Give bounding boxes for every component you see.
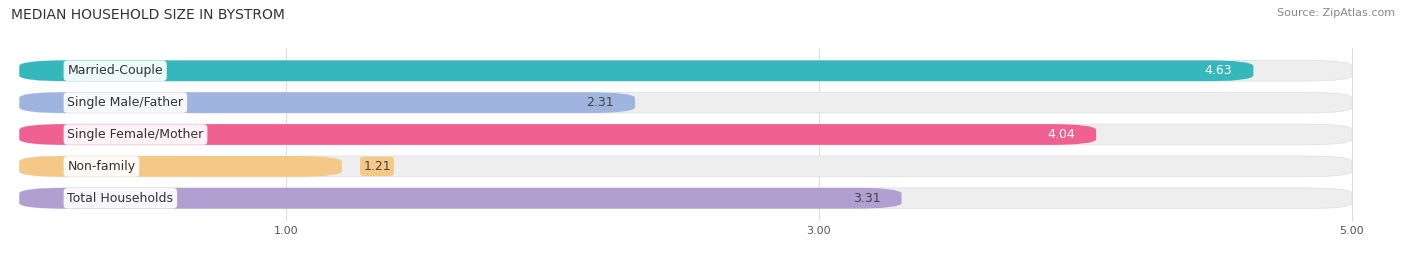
FancyBboxPatch shape bbox=[20, 92, 636, 113]
Text: 3.31: 3.31 bbox=[852, 192, 880, 205]
FancyBboxPatch shape bbox=[20, 188, 1353, 209]
Text: Single Female/Mother: Single Female/Mother bbox=[67, 128, 204, 141]
FancyBboxPatch shape bbox=[20, 60, 1353, 81]
Text: MEDIAN HOUSEHOLD SIZE IN BYSTROM: MEDIAN HOUSEHOLD SIZE IN BYSTROM bbox=[11, 8, 285, 22]
Text: 1.21: 1.21 bbox=[363, 160, 391, 173]
Text: 2.31: 2.31 bbox=[586, 96, 613, 109]
FancyBboxPatch shape bbox=[20, 92, 1353, 113]
Text: 4.63: 4.63 bbox=[1205, 64, 1232, 77]
FancyBboxPatch shape bbox=[20, 124, 1353, 145]
Text: Source: ZipAtlas.com: Source: ZipAtlas.com bbox=[1277, 8, 1395, 18]
Text: Single Male/Father: Single Male/Father bbox=[67, 96, 183, 109]
FancyBboxPatch shape bbox=[20, 60, 1253, 81]
FancyBboxPatch shape bbox=[20, 156, 342, 177]
Text: Married-Couple: Married-Couple bbox=[67, 64, 163, 77]
FancyBboxPatch shape bbox=[20, 188, 901, 209]
FancyBboxPatch shape bbox=[20, 156, 1353, 177]
Text: Total Households: Total Households bbox=[67, 192, 173, 205]
FancyBboxPatch shape bbox=[20, 124, 1097, 145]
Text: Non-family: Non-family bbox=[67, 160, 135, 173]
Text: 4.04: 4.04 bbox=[1047, 128, 1074, 141]
